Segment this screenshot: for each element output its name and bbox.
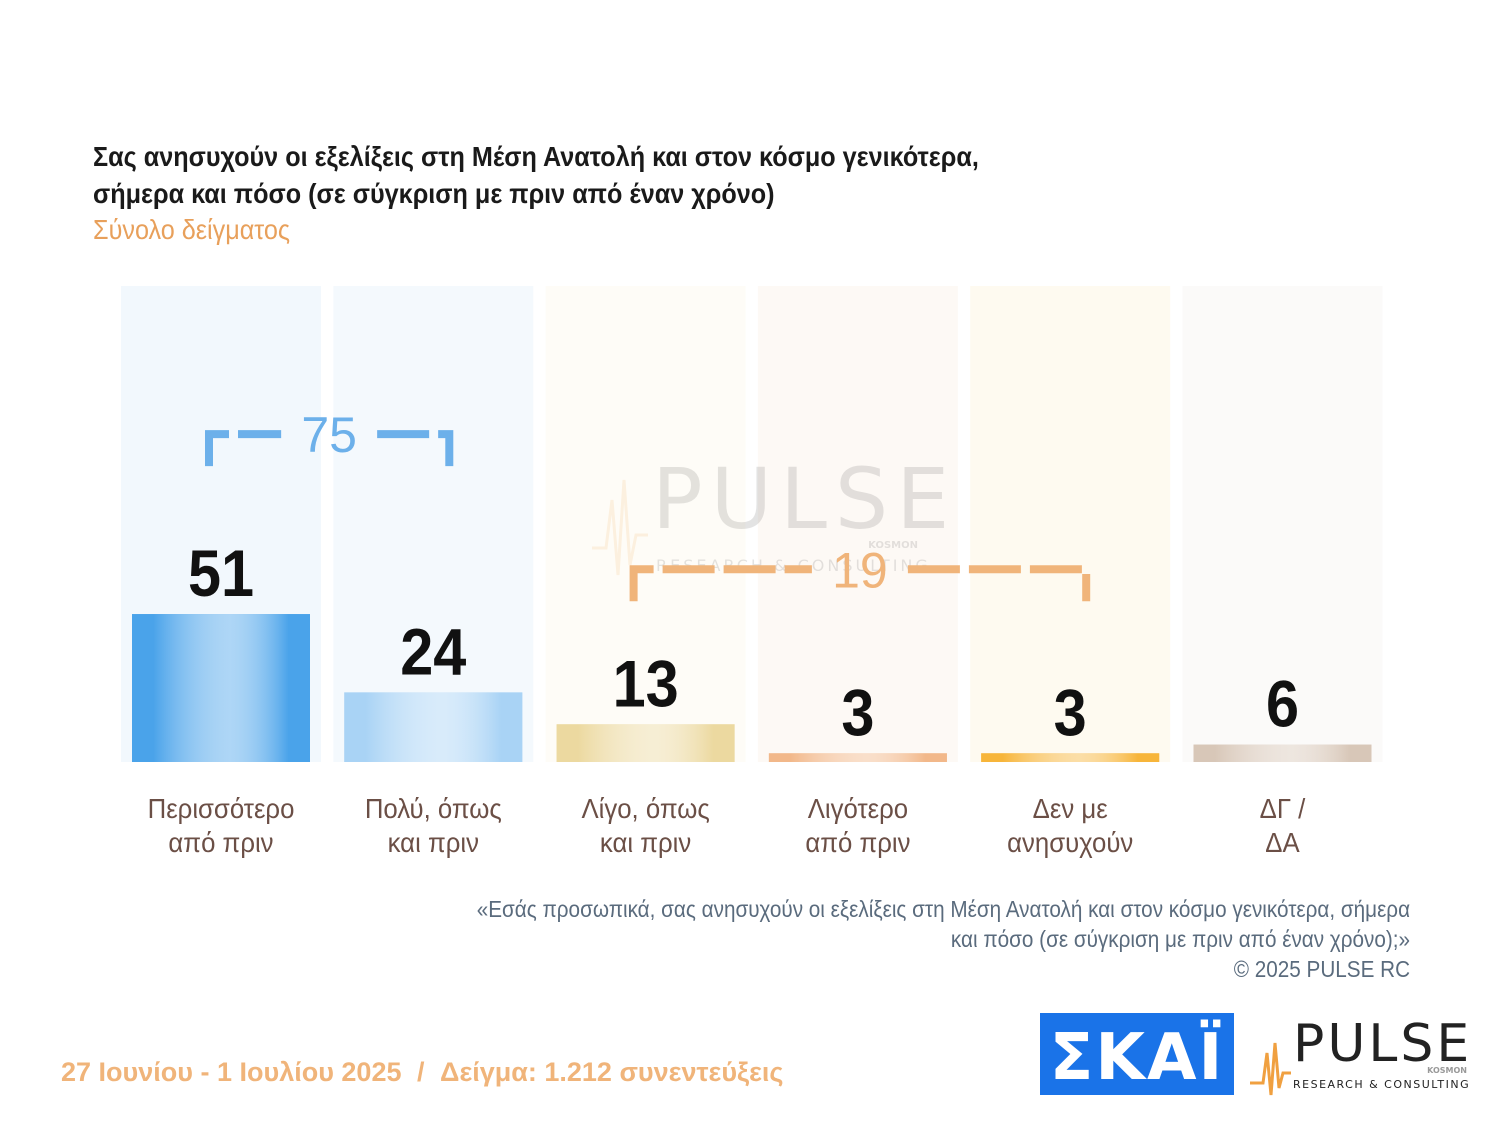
category-label: από πριν xyxy=(805,827,910,858)
pulse-logo-small: KOSMON xyxy=(1427,1066,1467,1075)
skai-logo: ΣΚΑΪ xyxy=(1040,1013,1234,1095)
watermark-text: PULSE xyxy=(652,450,957,548)
column-background xyxy=(545,286,746,762)
watermark-small-text: KOSMON xyxy=(868,540,918,551)
note-line-1: «Εσάς προσωπικά, σας ανησυχούν οι εξελίξ… xyxy=(476,896,1410,922)
category-label: Περισσότερο xyxy=(148,793,295,824)
column-background xyxy=(970,286,1171,762)
footer-survey-info: 27 Ιουνίου - 1 Ιουλίου 2025 / Δείγμα: 1.… xyxy=(57,1057,787,1088)
question-note: «Εσάς προσωπικά, σας ανησυχούν οι εξελίξ… xyxy=(477,894,1410,984)
chart-title: Σας ανησυχούν οι εξελίξεις στη Μέση Ανατ… xyxy=(93,138,1083,212)
survey-dates: 27 Ιουνίου - 1 Ιουλίου 2025 xyxy=(61,1057,402,1087)
bar-sheen xyxy=(981,753,1160,762)
group-total-label: 19 xyxy=(832,542,888,598)
footer-separator: / xyxy=(417,1057,425,1087)
copyright: © 2025 PULSE RC xyxy=(1233,956,1410,982)
bar-sheen xyxy=(556,724,735,762)
value-label: 3 xyxy=(841,676,874,750)
chart-title-line-1: Σας ανησυχούν οι εξελίξεις στη Μέση Ανατ… xyxy=(93,141,979,172)
note-line-2: και πόσο (σε σύγκριση με πριν από έναν χ… xyxy=(950,926,1410,952)
category-label: από πριν xyxy=(168,827,273,858)
bar-sheen xyxy=(344,692,523,762)
bar-sheen xyxy=(1193,744,1372,762)
bar-sheen xyxy=(132,614,310,762)
pulse-heartbeat-icon xyxy=(1250,1042,1291,1096)
category-label: και πριν xyxy=(600,827,691,858)
category-label: ανησυχούν xyxy=(1007,827,1133,858)
pulse-logo-tagline: RESEARCH & CONSULTING xyxy=(1293,1078,1470,1091)
group-bracket xyxy=(205,430,454,467)
value-label: 24 xyxy=(400,616,466,690)
category-label: Λίγο, όπως xyxy=(581,793,709,824)
value-label: 6 xyxy=(1266,668,1299,742)
value-label: 51 xyxy=(188,537,254,611)
group-total-label: 75 xyxy=(301,407,357,463)
pulse-logo: PULSE KOSMON RESEARCH & CONSULTING xyxy=(1250,1014,1472,1096)
category-label: ΔΓ / xyxy=(1260,793,1306,824)
skai-logo-text: ΣΚΑΪ xyxy=(1049,1021,1225,1095)
survey-sample: Δείγμα: 1.212 συνεντεύξεις xyxy=(440,1057,784,1087)
category-label: ΔΑ xyxy=(1265,827,1299,858)
category-label: και πριν xyxy=(388,827,479,858)
value-label: 13 xyxy=(613,647,679,721)
category-label: Λιγότερο xyxy=(808,793,908,824)
value-label: 3 xyxy=(1054,676,1087,750)
chart-subtitle: Σύνολο δείγματος xyxy=(93,214,291,245)
bar-sheen xyxy=(768,753,947,762)
chart-title-line-2: σήμερα και πόσο (σε σύγκριση με πριν από… xyxy=(93,178,775,209)
column-background xyxy=(333,286,534,762)
watermark-heartbeat-icon xyxy=(592,479,648,576)
column-background xyxy=(757,286,958,762)
group-bracket xyxy=(629,565,1091,602)
pulse-logo-text: PULSE xyxy=(1293,1014,1472,1074)
column-background xyxy=(1182,286,1383,762)
category-label: Πολύ, όπως xyxy=(365,793,502,824)
category-label: Δεν με xyxy=(1033,793,1108,824)
